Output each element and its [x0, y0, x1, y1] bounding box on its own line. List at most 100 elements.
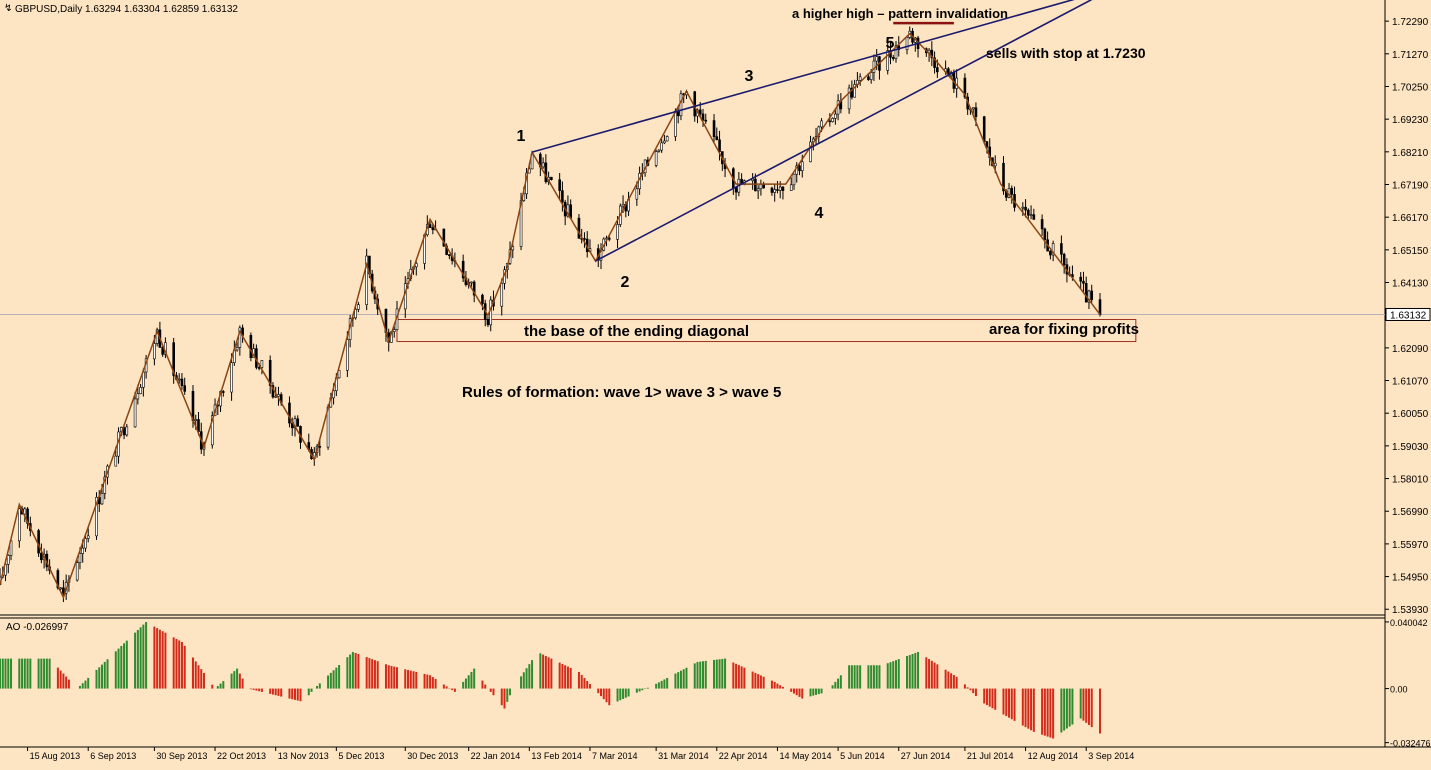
wave-5-label: 5	[886, 35, 895, 52]
candle-body	[821, 121, 823, 127]
time-tick-label: 6 Sep 2013	[90, 751, 136, 761]
candle-body	[545, 163, 547, 182]
candle-body	[1033, 215, 1035, 220]
candle-body	[906, 37, 908, 49]
candle-body	[487, 320, 489, 325]
candle-body	[1091, 291, 1093, 300]
candle-body	[1022, 207, 1024, 208]
candle-body	[559, 180, 561, 191]
price-tick-label: 1.69230	[1392, 115, 1429, 126]
time-tick-label: 13 Feb 2014	[531, 751, 582, 761]
candle-body	[501, 283, 503, 306]
candle-body	[115, 456, 117, 466]
time-tick-label: 12 Aug 2014	[1028, 751, 1079, 761]
symbol-info: GBPUSD,Daily 1.63294 1.63304 1.62859 1.6…	[15, 4, 238, 15]
candle-body	[876, 57, 878, 61]
candle-body	[870, 72, 872, 79]
candle-body	[1030, 215, 1032, 216]
price-tick-label: 1.53930	[1392, 605, 1429, 616]
time-tick-label: 14 May 2014	[779, 751, 831, 761]
candle-body	[793, 174, 795, 185]
candle-body	[655, 152, 657, 166]
wave-4-label: 4	[815, 205, 824, 222]
candle-body	[1063, 254, 1065, 264]
price-tick-label: 1.61070	[1392, 377, 1429, 388]
time-tick-label: 5 Dec 2013	[338, 751, 384, 761]
candle-body	[76, 563, 78, 580]
candle-body	[137, 394, 139, 399]
candle-body	[801, 162, 803, 171]
candle-body	[694, 92, 696, 116]
candle-body	[782, 187, 784, 191]
price-tick-label: 1.59030	[1392, 442, 1429, 453]
time-tick-label: 21 Jul 2014	[967, 751, 1014, 761]
ao-tick-label: 0.040042	[1390, 618, 1428, 628]
time-tick-label: 31 Mar 2014	[658, 751, 709, 761]
price-tick-label: 1.66170	[1392, 213, 1429, 224]
candle-body	[972, 108, 974, 109]
candle-body	[18, 509, 20, 541]
price-tick-label: 1.60050	[1392, 409, 1429, 420]
candle-body	[798, 166, 800, 171]
candle-body	[448, 255, 450, 256]
candle-body	[1099, 300, 1101, 315]
candle-body	[1025, 207, 1027, 210]
candle-body	[429, 225, 431, 228]
candle-body	[84, 538, 86, 548]
candle-body	[250, 335, 252, 357]
time-tick-label: 15 Aug 2013	[30, 751, 81, 761]
candle-body	[583, 238, 585, 239]
price-tick-label: 1.70250	[1392, 82, 1429, 93]
candle-body	[134, 399, 136, 427]
candle-body	[195, 419, 197, 420]
candle-body	[319, 446, 321, 447]
candle-body	[231, 363, 233, 392]
candle-body	[140, 387, 142, 393]
price-tick-label: 1.54950	[1392, 573, 1429, 584]
candle-body	[82, 548, 84, 553]
candle-body	[1085, 283, 1087, 302]
candle-body	[432, 228, 434, 230]
candle-body	[771, 188, 773, 192]
candle-body	[275, 396, 277, 397]
candle-body	[184, 386, 186, 392]
candle-body	[1049, 251, 1051, 255]
time-tick-label: 3 Sep 2014	[1088, 751, 1134, 761]
candle-body	[702, 114, 704, 120]
time-tick-label: 30 Sep 2013	[156, 751, 207, 761]
candle-body	[178, 379, 180, 380]
wave-3-label: 3	[745, 68, 754, 85]
time-tick-label: 5 Jun 2014	[840, 751, 885, 761]
price-tick-label: 1.68210	[1392, 148, 1429, 159]
candle-body	[867, 77, 869, 80]
time-tick-label: 22 Apr 2014	[719, 751, 768, 761]
candle-body	[754, 179, 756, 191]
ao-tick-label: 0.00	[1390, 685, 1408, 695]
candle-body	[608, 238, 610, 239]
profits-note: area for fixing profits	[989, 321, 1139, 338]
candle-body	[79, 553, 81, 562]
candle-body	[832, 118, 834, 121]
candle-body	[735, 188, 737, 192]
rules-note: Rules of formation: wave 1> wave 3 > wav…	[462, 384, 781, 401]
candle-body	[790, 185, 792, 191]
candle-body	[1044, 229, 1046, 240]
ao-label: AO -0.026997	[6, 622, 69, 633]
candle-body	[713, 121, 715, 137]
candle-body	[38, 531, 40, 554]
time-tick-label: 30 Dec 2013	[407, 751, 458, 761]
time-tick-label: 22 Jan 2014	[471, 751, 521, 761]
candle-body	[236, 347, 238, 350]
candle-body	[674, 111, 676, 136]
candle-body	[542, 163, 544, 167]
candle-body	[892, 57, 894, 58]
candle-body	[561, 191, 563, 203]
candle-body	[617, 224, 619, 239]
sells-note: sells with stop at 1.7230	[986, 45, 1146, 61]
candle-body	[873, 61, 875, 72]
candle-body	[666, 137, 668, 141]
candle-body	[774, 190, 776, 193]
